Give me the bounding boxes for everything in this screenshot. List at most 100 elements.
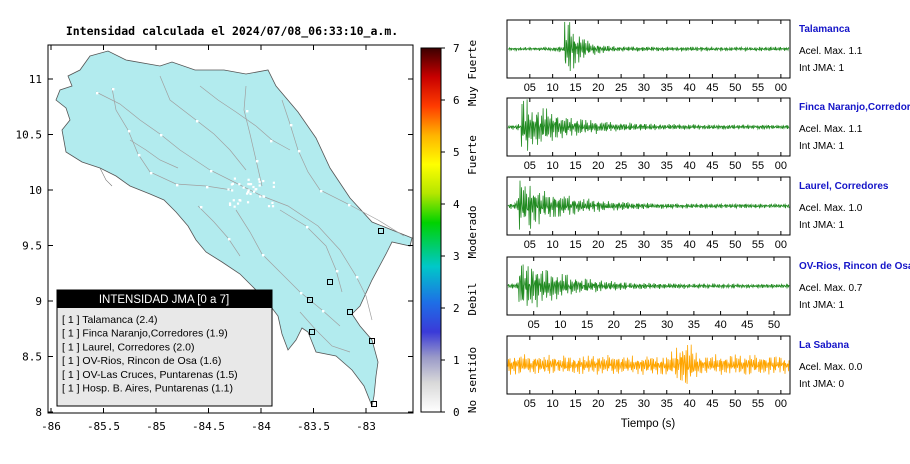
intensity-colorbar: 0 1 2 3 4 5 6 7 No sentido Debil Moderado Fuerte Mu… [420,40,479,419]
town-point [236,202,240,205]
time-tick-label: 35 [661,82,673,94]
lat-tick-label: 9 [35,295,42,308]
colorbar-tick-label: 2 [453,302,460,315]
time-tick-label: 40 [683,398,695,410]
colorbar-scale [420,47,442,413]
legend-item: [ 1 ] Finca Naranjo,Corredores (1.9) [62,328,228,340]
time-tick-label: 30 [638,239,650,251]
time-tick-label: 50 [729,239,741,251]
town-point [258,180,261,183]
town-point [348,204,351,207]
time-tick-label: 35 [661,398,673,410]
town-point [271,205,275,208]
waveform-panel: 05 10 15 20 25 30 35 40 45 50 55 00 Finca Naranjo,Co… [506,97,910,172]
time-tick-label: 15 [581,319,593,331]
town-point [232,199,235,202]
time-tick-label: 15 [569,239,581,251]
station-name: La Sabana [799,340,849,351]
town-point [246,201,250,204]
map-axis-ticks [48,45,413,413]
time-tick-label: 25 [615,398,627,410]
time-tick-label: 25 [615,239,627,251]
legend-title: INTENSIDAD JMA [0 a 7] [99,294,229,306]
town-point [270,140,273,143]
town-point [271,201,274,205]
time-tick-label: 10 [547,160,559,172]
station-marker [307,297,313,303]
town-point [227,188,230,191]
station-stat: Acel. Max. 1.1 [799,124,863,135]
lon-tick-label: -84 [251,420,271,433]
time-tick-label: 40 [714,319,726,331]
town-point [290,124,293,127]
waveform-trace [507,344,790,384]
time-tick-label: 35 [661,160,673,172]
time-tick-label: 55 [752,398,764,410]
time-tick-label: 40 [683,160,695,172]
town-point [238,183,241,186]
lat-tick-label: 8.5 [22,351,42,364]
waveform-trace [507,264,790,308]
intensity-legend: INTENSIDAD JMA [0 a 7] [ 1 ] Talamanca (… [56,289,273,407]
town-point [160,134,163,137]
time-tick-label: 45 [706,82,718,94]
town-point [262,195,265,198]
time-tick-label: 30 [638,398,650,410]
colorbar-level-label: Moderado [466,206,479,259]
town-point [255,188,258,191]
station-name: Talamanca [799,24,850,35]
legend-item: [ 1 ] Talamanca (2.4) [62,314,158,326]
town-point [238,198,241,202]
map-frame [47,44,414,414]
time-tick-label: 40 [683,82,695,94]
town-point [258,184,261,187]
time-tick-label: 50 [729,398,741,410]
town-point [176,184,179,187]
time-tick-label: 05 [524,160,536,172]
time-tick-label: 50 [729,160,741,172]
nicoya-outline [99,167,113,187]
town-point [336,270,339,273]
town-point [150,172,153,175]
waveform-panels: 05 10 15 20 25 30 35 40 45 50 55 00 Talamanca Acel. M… [506,19,910,410]
town-point [256,160,259,163]
town-point [233,177,237,180]
colorbar-tick-label: 3 [453,250,460,263]
time-axis-label: Tiempo (s) [621,418,676,430]
time-tick-label: 25 [634,319,646,331]
time-tick-label: 15 [569,82,581,94]
station-marker [371,401,377,407]
town-point [246,190,250,194]
town-point [233,205,236,208]
time-tick-label: 15 [569,398,581,410]
town-point [112,88,115,91]
waveform-panel: 05 10 15 20 25 30 35 40 45 50 55 00 La Sabana Acel. M… [506,335,863,410]
waveform-panel: 05 10 15 20 25 30 35 40 45 50 55 00 Talamanca Acel. M… [506,19,863,94]
time-tick-label: 20 [592,398,604,410]
town-point [228,203,232,206]
station-stat: Int JMA: 1 [799,220,844,231]
legend-item: [ 1 ] OV-Las Cruces, Puntarenas (1.5) [62,369,238,381]
population-points [96,88,359,313]
legend-item: [ 1 ] Laurel, Corredores (2.0) [62,341,194,353]
lat-tick-label: 8 [35,406,42,419]
town-point [298,150,301,153]
lon-tick-label: -85.5 [87,420,120,433]
town-point [242,186,245,189]
map-title: Intensidad calculada el 2024/07/08_06:33… [66,24,398,39]
town-point [356,276,359,279]
lon-tick-label: -84.5 [192,420,225,433]
time-tick-label: 25 [615,82,627,94]
waveform-trace [507,99,790,151]
time-tick-label: 50 [768,319,780,331]
time-tick-label: 10 [554,319,566,331]
road-network [95,75,405,353]
town-point [262,179,265,183]
colorbar-tick-label: 1 [453,354,460,367]
waveform-trace [507,180,790,230]
waveform-panel: 05 10 15 20 25 30 35 40 45 50 55 00 Laurel, Corredor… [506,176,889,251]
time-tick-label: 20 [608,319,620,331]
time-tick-label: 00 [775,239,787,251]
lon-tick-label: -86 [41,420,61,433]
time-tick-label: 00 [775,82,787,94]
